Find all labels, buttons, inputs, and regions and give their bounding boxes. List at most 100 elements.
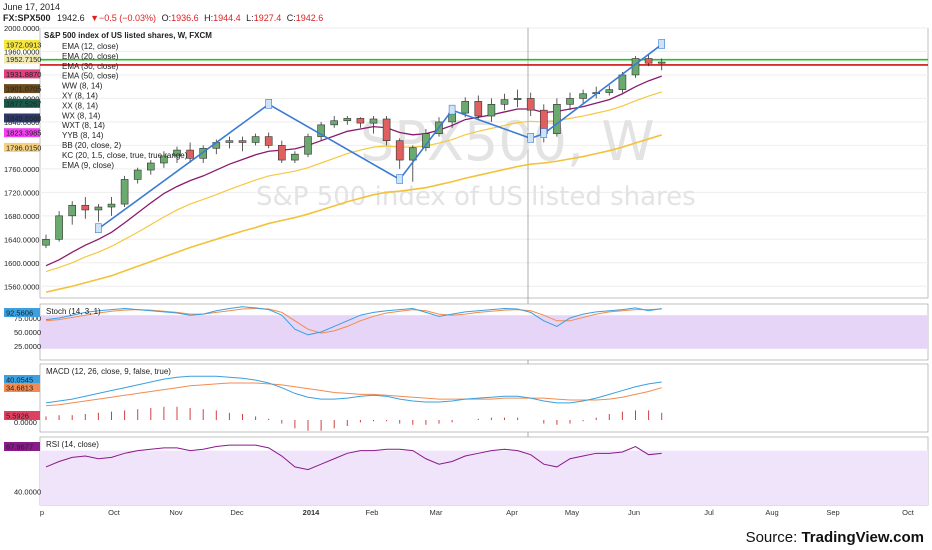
candle[interactable] — [553, 104, 561, 134]
candle[interactable] — [382, 118, 391, 141]
pattern-point-marker[interactable] — [95, 223, 102, 234]
price-change: ▼−0.5 (−0.03%) — [90, 13, 157, 23]
pattern-point-marker[interactable] — [658, 39, 666, 49]
candle[interactable] — [513, 98, 522, 100]
macd-badge — [4, 383, 40, 392]
legend-item[interactable]: EMA (12, close) — [62, 42, 119, 51]
candle[interactable] — [395, 140, 404, 161]
candle[interactable] — [618, 74, 627, 90]
y-tick-label: 1640.0000 — [4, 235, 39, 244]
candle[interactable] — [264, 136, 273, 146]
rsi-badge — [4, 442, 40, 451]
x-tick-label: p — [40, 508, 44, 517]
candle[interactable] — [657, 61, 666, 64]
candle[interactable] — [461, 101, 470, 114]
x-tick-label: Jul — [704, 508, 714, 517]
candle[interactable] — [408, 147, 417, 161]
candle[interactable] — [133, 169, 142, 180]
y-tick-label: 1560.0000 — [4, 282, 39, 291]
watermark-description: S&P 500 index of US listed shares — [256, 182, 696, 212]
x-tick-label: Apr — [506, 508, 518, 517]
low-value: 1927.4 — [253, 13, 282, 23]
macd-badge-text: 5.5926 — [6, 412, 29, 421]
pattern-point-marker[interactable] — [527, 133, 535, 143]
candle[interactable] — [291, 153, 299, 161]
pattern-point-marker[interactable] — [540, 128, 548, 138]
value-badge-text: 1877.5267 — [6, 99, 41, 108]
stoch-label: Stoch (14, 3, 1) — [46, 307, 101, 316]
source-name[interactable]: TradingView.com — [801, 529, 924, 546]
symbol-ticker[interactable]: FX:SPX500 — [3, 13, 51, 23]
legend-title: S&P 500 index of US listed shares, W, FX… — [44, 31, 212, 40]
candle[interactable] — [487, 104, 496, 117]
candle[interactable] — [107, 203, 116, 208]
x-tick-label: Oct — [902, 508, 915, 517]
candle[interactable] — [277, 145, 286, 161]
candle[interactable] — [330, 120, 339, 126]
macd-badge-text: 40.0545 — [6, 376, 33, 385]
legend-item[interactable]: EMA (30, close) — [62, 62, 119, 71]
legend-item[interactable]: EMA (50, close) — [62, 72, 119, 81]
candle[interactable] — [81, 204, 90, 211]
close-value: 1942.6 — [295, 13, 324, 23]
legend-item[interactable]: XY (8, 14) — [62, 92, 98, 101]
x-tick-label: May — [565, 508, 579, 517]
y-tick-label: 1600.0000 — [4, 259, 39, 268]
candle[interactable] — [474, 101, 483, 117]
y-tick-label: 2000.0000 — [4, 24, 39, 33]
high-label: H: — [204, 13, 214, 23]
candle[interactable] — [500, 99, 509, 105]
x-tick-label: 2014 — [303, 508, 321, 517]
candle[interactable] — [147, 162, 155, 171]
candle[interactable] — [68, 204, 76, 217]
legend-item[interactable]: WX (8, 14) — [62, 111, 101, 120]
legend-item[interactable]: YYB (8, 14) — [62, 131, 104, 140]
candle[interactable] — [605, 89, 614, 93]
candle[interactable] — [225, 140, 234, 143]
stoch-band — [40, 315, 928, 349]
pattern-point-marker[interactable] — [448, 104, 456, 115]
candle[interactable] — [238, 140, 247, 143]
candle[interactable] — [343, 118, 352, 122]
value-badge-text: 1849.6568 — [6, 114, 41, 123]
candle[interactable] — [579, 93, 587, 99]
candle[interactable] — [526, 98, 535, 111]
chart-canvas[interactable]: 1560.0000 1600.0000 1640.0000 1680.0000 1720… — [0, 0, 932, 530]
candle[interactable] — [199, 148, 207, 159]
legend-item[interactable]: EMA (20, close) — [62, 52, 119, 61]
x-tick-label: Aug — [765, 508, 778, 517]
candle[interactable] — [644, 58, 653, 64]
legend-item[interactable]: WXT (8, 14) — [62, 121, 105, 130]
watermark-symbol: SPX500, W — [360, 110, 655, 173]
candle[interactable] — [160, 155, 168, 164]
candle[interactable] — [304, 136, 312, 155]
macd-signal-line — [45, 382, 662, 407]
candle[interactable] — [369, 118, 378, 124]
y-tick-label: 1680.0000 — [4, 212, 39, 221]
stoch-badge — [4, 308, 40, 317]
candle[interactable] — [356, 118, 365, 124]
pattern-point-marker[interactable] — [265, 99, 273, 109]
legend-item[interactable]: WW (8, 14) — [62, 82, 103, 91]
legend-item[interactable]: KC (20, 1.5, close, true, true range) — [62, 151, 188, 160]
candle[interactable] — [317, 124, 325, 137]
y-tick-label: 1760.0000 — [4, 165, 39, 174]
macd-badge — [4, 375, 40, 384]
legend-item[interactable]: EMA (9, close) — [62, 161, 114, 170]
candle[interactable] — [55, 215, 63, 240]
candle[interactable] — [120, 179, 129, 205]
x-tick-label: Mar — [430, 508, 443, 517]
legend-item[interactable]: XX (8, 14) — [62, 101, 98, 110]
candle[interactable] — [186, 149, 194, 159]
candle[interactable] — [173, 149, 181, 157]
candle[interactable] — [42, 239, 50, 246]
value-badge — [4, 128, 40, 138]
candle[interactable] — [94, 206, 103, 211]
legend-item[interactable]: BB (20, close, 2) — [62, 141, 121, 150]
candle[interactable] — [251, 136, 260, 143]
candle[interactable] — [566, 98, 574, 105]
value-badge-text: 1796.0150 — [6, 143, 41, 152]
macd-label: MACD (12, 26, close, 9, false, true) — [46, 367, 171, 376]
pattern-point-marker[interactable] — [396, 174, 404, 184]
x-tick-label: Sep — [826, 508, 839, 517]
